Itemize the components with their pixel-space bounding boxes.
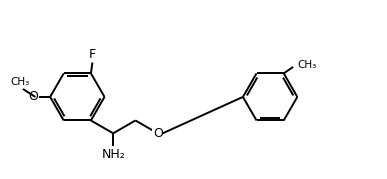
- Text: CH₃: CH₃: [297, 60, 316, 70]
- Text: CH₃: CH₃: [11, 77, 30, 87]
- Text: O: O: [28, 90, 38, 103]
- Text: NH₂: NH₂: [101, 148, 125, 161]
- Text: F: F: [89, 47, 96, 61]
- Text: O: O: [153, 127, 163, 140]
